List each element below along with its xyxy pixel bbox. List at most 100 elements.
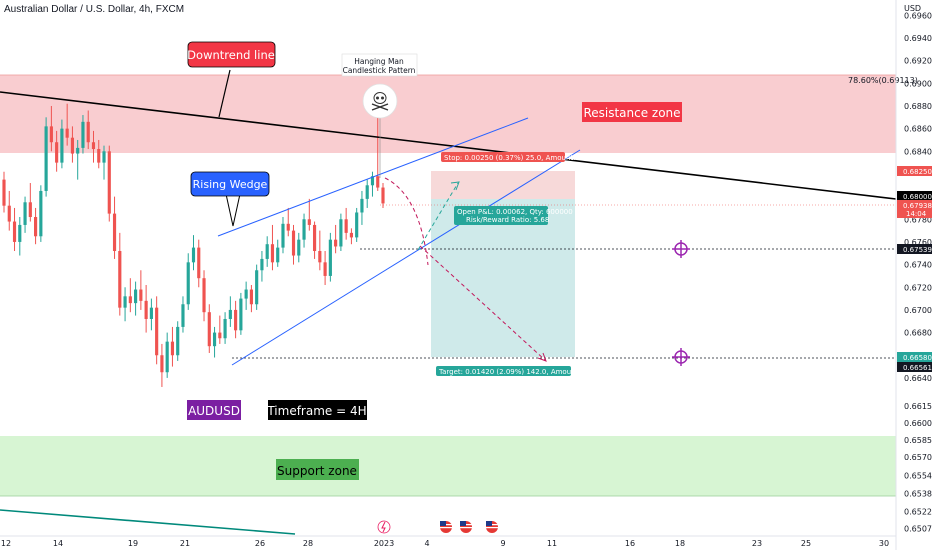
svg-text:0.66580: 0.66580: [903, 354, 932, 362]
svg-text:0.68250: 0.68250: [903, 168, 932, 176]
candle: [244, 281, 248, 310]
support-label-box: [276, 459, 359, 480]
price-label-pivot: 0.68000: [897, 191, 932, 201]
hanging-man-label-box: [341, 53, 418, 77]
lightning-icon[interactable]: [377, 520, 391, 534]
risk-reward-label: Risk/Reward Ratio: 5.68: [466, 216, 549, 224]
candle: [70, 126, 75, 163]
candle: [202, 270, 206, 322]
candle: [370, 171, 375, 197]
fib-level-label: 78.60%(0.69113): [848, 76, 918, 85]
candle: [297, 232, 301, 263]
candle: [365, 179, 369, 208]
projection-up-head: [450, 181, 460, 191]
candle: [260, 251, 264, 282]
time-tick-label: 14: [53, 539, 63, 548]
us-flag-icon[interactable]: [486, 521, 498, 533]
candle: [55, 130, 59, 172]
projection-down-arrow: [419, 245, 546, 361]
candle: [123, 287, 127, 322]
candle: [49, 105, 53, 152]
svg-text:14:04: 14:04: [906, 210, 927, 218]
candle: [286, 207, 290, 237]
candle: [112, 196, 117, 259]
candle: [197, 239, 201, 288]
svg-text:0.67539: 0.67539: [903, 246, 932, 254]
candle: [281, 217, 285, 254]
candle: [170, 326, 175, 367]
candle: [270, 224, 275, 271]
candle: [255, 264, 259, 310]
time-tick-label: 9: [500, 539, 505, 548]
wedge-upper-line: [217, 117, 529, 237]
time-tick-label: 2023: [374, 539, 394, 548]
downtrend-label-box: [187, 41, 276, 68]
time-axis[interactable]: 12 14 19 21 26 28 2023 4 9 11 16 18 23 25 30: [1, 539, 889, 548]
projection-up-arrow: [417, 182, 459, 251]
target-label-box: [436, 366, 571, 376]
candle: [139, 270, 143, 310]
crosshair-marker-1: [672, 240, 690, 258]
time-tick-label: 16: [625, 539, 635, 548]
timeframe-label: Timeframe = 4H: [266, 404, 366, 418]
wedge-label-pointer: [225, 193, 241, 227]
candle: [44, 117, 48, 197]
candle: [7, 190, 11, 231]
time-tick-label: 23: [752, 539, 762, 548]
price-label-stop: 0.68250: [897, 166, 932, 176]
candle: [91, 130, 96, 163]
candle: [191, 235, 196, 271]
price-label-entry: 0.67539: [897, 244, 932, 254]
wedge-label: Rising Wedge: [193, 178, 268, 191]
time-tick-label: 26: [255, 539, 265, 548]
price-label-target2: 0.66561: [897, 362, 932, 372]
downtrend-pointer: [218, 69, 231, 118]
candle: [81, 115, 85, 154]
downtrend-label: Downtrend line: [187, 48, 275, 62]
time-tick-label: 11: [547, 539, 557, 548]
candle: [165, 332, 169, 378]
timeframe-label-box: [268, 400, 367, 420]
candle: [323, 251, 327, 285]
downtrend-line: [0, 91, 897, 200]
candle: [234, 300, 238, 339]
symbol-label: AUDUSD: [188, 404, 240, 418]
time-tick-label: 21: [180, 539, 190, 548]
symbol-label-box: [187, 400, 241, 420]
candle: [334, 224, 338, 254]
us-flag-icon[interactable]: [460, 521, 472, 533]
candle: [34, 207, 38, 245]
candle: [39, 185, 43, 242]
candle: [149, 298, 153, 331]
hanging-man-line2: Candlestick Pattern: [343, 66, 416, 75]
candle: [102, 145, 106, 180]
wedge-lower-line: [231, 149, 581, 366]
time-tick-label: 25: [801, 539, 811, 548]
candle: [381, 183, 385, 208]
candles: [2, 103, 385, 387]
candle: [60, 119, 64, 169]
wedge-label-box: [190, 171, 270, 197]
candle: [312, 221, 317, 259]
candle: [223, 312, 227, 344]
candle: [160, 343, 164, 387]
candle: [239, 292, 243, 335]
candle: [12, 207, 17, 252]
us-flag-icon[interactable]: [440, 521, 452, 533]
svg-text:0.66561: 0.66561: [903, 364, 932, 372]
candle: [265, 236, 269, 267]
support-label: Support zone: [277, 464, 357, 478]
candle: [76, 139, 80, 180]
